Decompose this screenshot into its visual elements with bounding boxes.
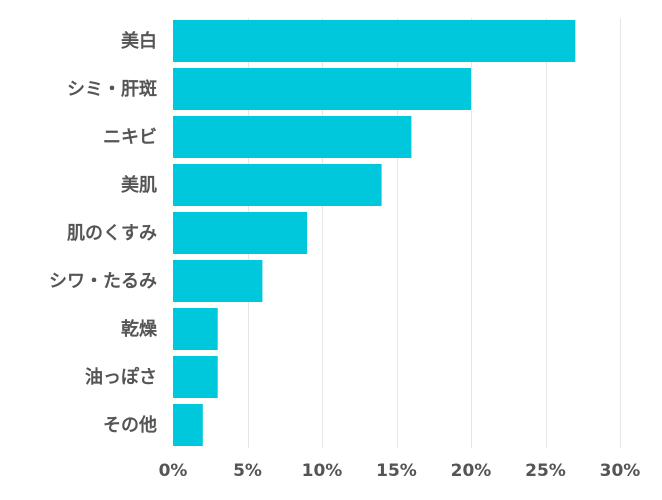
- bar: [173, 68, 471, 110]
- category-label: シワ・たるみ: [49, 271, 157, 292]
- x-tick-label: 20%: [451, 461, 492, 481]
- bar: [173, 404, 203, 446]
- x-tick-label: 30%: [600, 461, 641, 481]
- x-tick-label: 10%: [302, 461, 343, 481]
- x-tick-label: 15%: [376, 461, 417, 481]
- category-label: その他: [103, 414, 157, 436]
- bar: [173, 164, 382, 206]
- bar: [173, 212, 308, 254]
- bar: [173, 308, 218, 350]
- category-label: 肌のくすみ: [67, 223, 157, 244]
- category-label: 乾燥: [121, 318, 158, 340]
- bar: [173, 20, 576, 62]
- category-label: 油っぽさ: [85, 366, 157, 388]
- bar: [173, 260, 263, 302]
- bar: [173, 116, 412, 158]
- category-label: シミ・肝斑: [67, 79, 157, 100]
- category-label: 美肌: [121, 174, 157, 196]
- category-label: ニキビ: [103, 127, 157, 148]
- x-tick-label: 5%: [233, 461, 262, 481]
- category-label: 美白: [121, 30, 157, 52]
- bar: [173, 356, 218, 398]
- x-tick-label: 25%: [525, 461, 566, 481]
- bars: [173, 20, 576, 446]
- x-tick-label: 0%: [159, 461, 188, 481]
- x-tick-labels: 0% 5% 10% 15% 20% 25% 30%: [159, 461, 641, 481]
